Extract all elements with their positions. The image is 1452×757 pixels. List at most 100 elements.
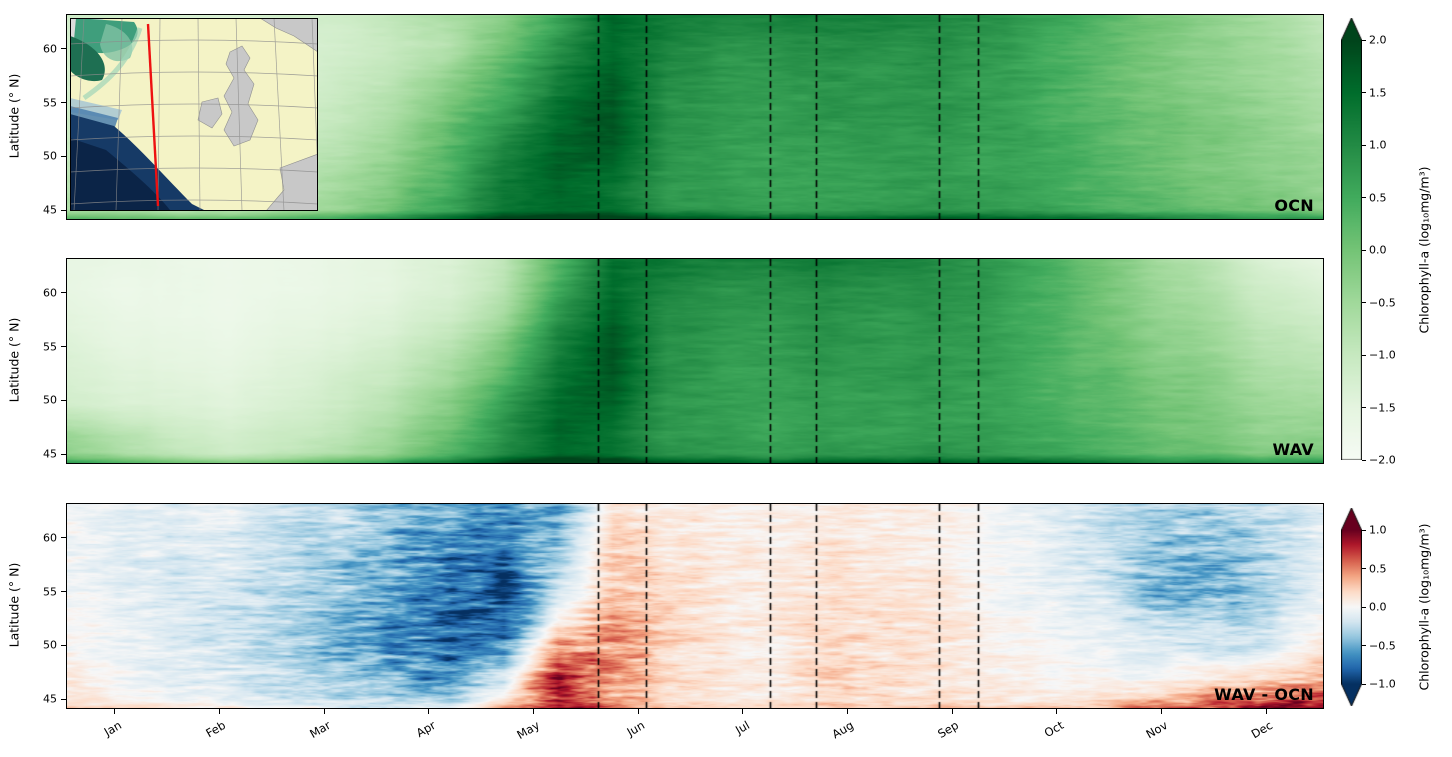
y-tickmark [61,48,66,50]
x-tickmark [114,709,116,714]
colorbar-tick-label: 0.5 [1369,562,1387,575]
colorbar-label-greens: Chlorophyll-a (log₁₀mg/m³) [1416,166,1432,334]
y-tick-label: 55 [43,585,57,598]
colorbar-tickmark [1362,529,1366,531]
colorbar-greens [1341,18,1362,460]
y-tick-label: 45 [43,447,57,461]
y-tickmark [61,209,66,211]
x-tickmark [742,709,744,714]
colorbar-tick-label: 0.0 [1369,600,1387,614]
month-tick-label: Sep [935,718,962,741]
inset-bloom-swirl [82,27,143,101]
y-tickmark [61,346,66,347]
y-tickmark [61,399,66,401]
y-axis-label-ocn: Latitude (° N) [6,73,22,159]
x-tickmark [951,709,953,714]
colorbar-tickmark [1362,249,1366,251]
colorbar-tickmark [1362,144,1366,146]
x-tickmark [532,709,534,714]
panel-diff: WAV - OCN [66,503,1324,709]
y-tickmark [61,591,66,592]
y-tick-label: 55 [43,340,57,353]
month-tick-label: Dec [1248,718,1276,742]
inset-deep-ocean-dark [70,138,170,210]
month-tick-label: Jan [101,718,124,739]
colorbar-label-rdbu: Chlorophyll-a (log₁₀mg/m³) [1416,523,1432,691]
colorbar-tickmark [1362,606,1366,608]
y-tickmark [61,155,66,157]
panel-label-diff: WAV - OCN [1214,685,1314,704]
y-tick-label: 45 [43,203,57,217]
inset-land-britain [223,45,259,147]
colorbar-tick-label: −0.5 [1369,639,1396,652]
y-tick-label: 55 [43,96,57,109]
y-tick-label: 60 [43,286,57,300]
colorbar-tick-label: 0.0 [1369,243,1387,257]
inset-map [70,18,318,211]
month-tick-label: Jun [624,718,648,740]
month-tick-label: Aug [830,718,857,742]
y-axis-label-diff: Latitude (° N) [6,562,22,648]
x-tickmark [1265,709,1267,714]
inset-shelf-edge [70,98,122,120]
colorbar-tickmark [1362,302,1366,303]
month-tick-label: Nov [1144,718,1171,742]
panel-wav: WAV [66,258,1324,464]
x-tickmark [323,709,325,714]
month-tick-label: Feb [203,718,229,741]
panel-label-wav: WAV [1272,440,1314,459]
month-tick-label: Oct [1041,718,1066,741]
heatmap-wav [67,259,1323,463]
colorbar-tick-label: −1.5 [1369,401,1396,414]
inset-bloom-patch-light [100,24,133,62]
x-tickmark [1160,709,1162,714]
y-tick-label: 50 [43,638,57,652]
x-tickmark [637,709,639,714]
x-tickmark [428,709,430,714]
colorbar-tick-label: 1.5 [1369,86,1387,99]
inset-land-continent [265,153,318,211]
y-axis-label-wav: Latitude (° N) [6,317,22,403]
inset-border [70,18,318,211]
y-tick-label: 50 [43,149,57,163]
y-tickmark [61,453,66,455]
x-tickmark [846,709,848,714]
month-tick-label: Apr [413,718,438,741]
y-tickmark [61,537,66,539]
colorbar-tick-label: −0.5 [1369,296,1396,309]
colorbar-tickmark [1362,407,1366,408]
colorbar-tick-label: 2.0 [1369,33,1387,47]
inset-transect-line [146,23,160,207]
month-tick-label: Mar [307,718,334,741]
month-tick-label: Jul [732,718,752,738]
y-tickmark [61,292,66,294]
colorbar-tickmark [1362,39,1366,41]
colorbar-tick-label: 1.0 [1369,523,1387,537]
colorbar-tickmark [1362,459,1366,461]
y-tick-label: 60 [43,42,57,56]
y-tick-label: 50 [43,393,57,407]
y-tick-label: 45 [43,692,57,706]
colorbar-tickmark [1362,197,1366,198]
x-tickmark [1056,709,1058,714]
y-tickmark [61,644,66,646]
x-tickmark [218,709,220,714]
heatmap-diff [67,504,1323,708]
y-tick-label: 60 [43,531,57,545]
colorbar-tickmark [1362,568,1366,569]
month-tick-label: May [514,718,543,743]
colorbar-tick-label: −2.0 [1369,453,1396,467]
inset-land-ireland [197,97,223,129]
panel-label-ocn: OCN [1274,196,1314,215]
y-tickmark [61,698,66,700]
colorbar-tickmark [1362,645,1366,646]
colorbar-tickmark [1362,354,1366,356]
colorbar-tick-label: −1.0 [1369,348,1396,362]
colorbar-tickmark [1362,92,1366,93]
colorbar-tickmark [1362,683,1366,685]
inset-bloom-patch-dark [70,36,105,82]
y-tickmark [61,102,66,103]
colorbar-tick-label: 0.5 [1369,191,1387,204]
colorbar-tick-label: −1.0 [1369,677,1396,691]
